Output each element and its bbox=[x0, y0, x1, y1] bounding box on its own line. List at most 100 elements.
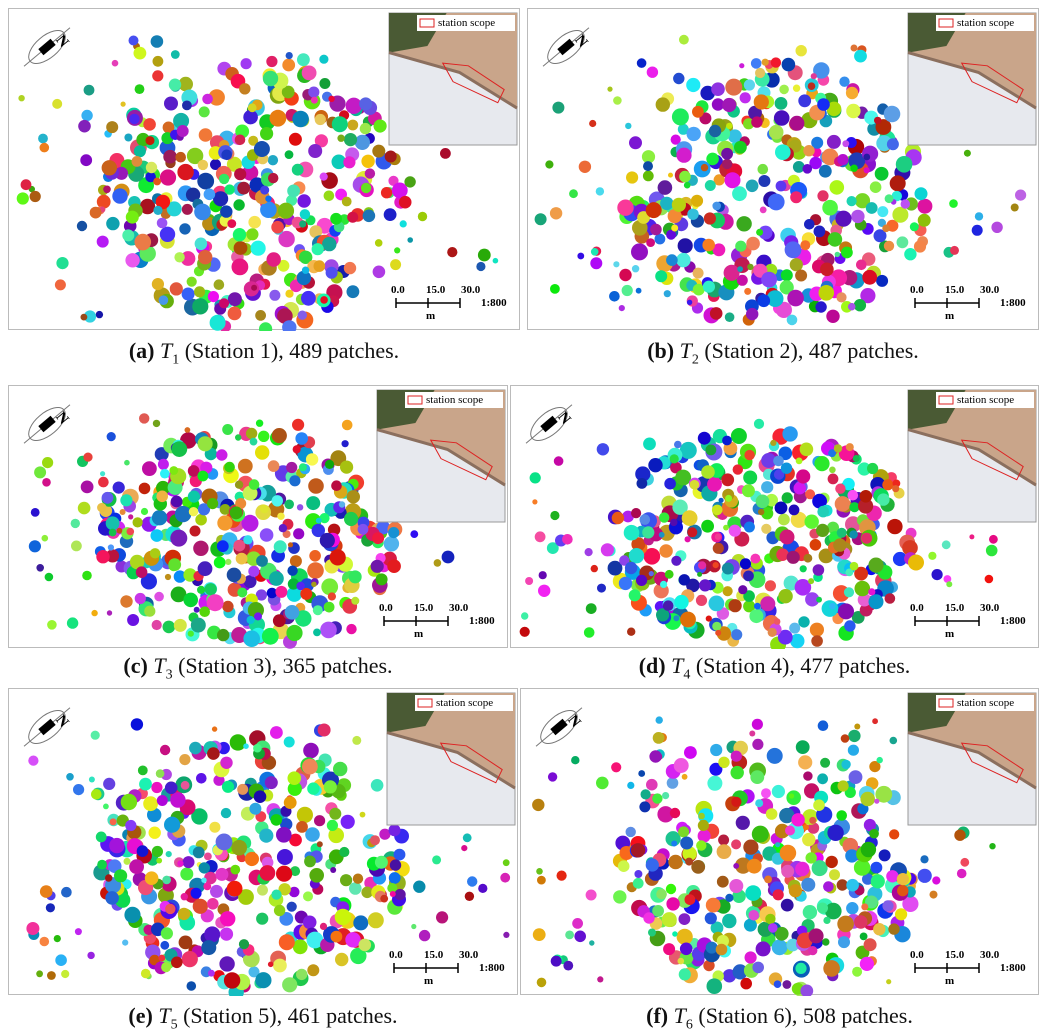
patch bbox=[775, 180, 787, 192]
patch bbox=[750, 770, 765, 784]
patch bbox=[613, 261, 620, 268]
patch bbox=[846, 103, 861, 119]
patch bbox=[150, 529, 164, 542]
patch bbox=[287, 542, 294, 548]
patch bbox=[266, 252, 281, 267]
patch bbox=[774, 926, 789, 941]
patch bbox=[277, 512, 285, 520]
patch bbox=[578, 160, 592, 173]
patch bbox=[827, 473, 839, 485]
patch bbox=[106, 432, 116, 442]
scale-unit: m bbox=[945, 975, 954, 987]
patch bbox=[677, 238, 693, 254]
patch bbox=[537, 875, 546, 885]
scale-tick-label: 15.0 bbox=[426, 284, 446, 296]
patch bbox=[600, 543, 614, 557]
patch bbox=[750, 553, 761, 564]
patch bbox=[808, 946, 818, 956]
patch bbox=[319, 532, 335, 549]
patch bbox=[960, 857, 970, 867]
patch bbox=[895, 908, 908, 921]
patch bbox=[786, 790, 801, 805]
patch bbox=[103, 803, 109, 810]
scale-bar: 0.0 15.0 30.0 m 1:800 bbox=[389, 949, 505, 987]
patch bbox=[189, 741, 202, 755]
patch bbox=[662, 600, 674, 611]
patch bbox=[379, 828, 391, 840]
patch bbox=[836, 292, 847, 303]
patch bbox=[124, 906, 141, 923]
patch bbox=[680, 836, 694, 850]
patch bbox=[303, 891, 313, 902]
patch bbox=[784, 241, 802, 259]
patch bbox=[277, 308, 293, 324]
patch bbox=[802, 164, 813, 174]
patch bbox=[301, 290, 316, 306]
patch bbox=[648, 571, 654, 577]
coast bbox=[386, 731, 516, 790]
compass: N bbox=[525, 404, 574, 444]
patch bbox=[867, 462, 879, 475]
patch bbox=[288, 886, 300, 898]
patch bbox=[357, 523, 369, 535]
patch bbox=[170, 50, 180, 59]
patch bbox=[809, 539, 822, 551]
patch bbox=[159, 226, 176, 242]
patch bbox=[209, 821, 221, 833]
patch bbox=[735, 815, 750, 830]
patch bbox=[870, 861, 883, 874]
scale-ratio: 1:800 bbox=[1000, 615, 1026, 627]
coast bbox=[907, 428, 1037, 487]
patch bbox=[28, 755, 39, 766]
patch bbox=[182, 856, 195, 869]
patch bbox=[202, 93, 213, 105]
patch bbox=[132, 517, 143, 528]
patch bbox=[243, 535, 253, 545]
patch bbox=[124, 459, 130, 466]
patch bbox=[789, 258, 803, 272]
patch bbox=[778, 589, 793, 604]
north-label: N bbox=[52, 409, 71, 428]
patch bbox=[292, 445, 301, 454]
patch bbox=[798, 755, 813, 770]
patch bbox=[563, 960, 574, 971]
patch bbox=[289, 555, 302, 568]
patch bbox=[686, 299, 693, 305]
patch bbox=[341, 440, 349, 448]
patch bbox=[857, 593, 872, 607]
patch bbox=[577, 252, 585, 260]
patch bbox=[756, 228, 764, 236]
patch bbox=[711, 98, 725, 111]
patch bbox=[187, 465, 200, 477]
patch bbox=[667, 209, 682, 224]
caption-text: (Station 4), 477 patches. bbox=[695, 653, 911, 678]
patch bbox=[66, 617, 79, 629]
patch bbox=[631, 537, 646, 552]
patch bbox=[380, 894, 389, 903]
patch bbox=[330, 212, 342, 225]
patch bbox=[676, 147, 692, 163]
patch bbox=[892, 206, 909, 223]
scale-tick-label: 15.0 bbox=[945, 949, 965, 961]
scale-tick-label: 30.0 bbox=[980, 949, 1000, 961]
patch bbox=[234, 480, 244, 489]
patch bbox=[666, 777, 679, 789]
patch bbox=[237, 783, 249, 795]
patch bbox=[359, 811, 366, 818]
patch bbox=[928, 551, 937, 560]
patch bbox=[795, 269, 808, 282]
patch bbox=[1010, 203, 1019, 212]
caption-subscript: 2 bbox=[691, 352, 699, 368]
patch bbox=[271, 428, 287, 444]
patch bbox=[572, 918, 583, 929]
patch bbox=[295, 432, 309, 445]
patch bbox=[179, 754, 191, 766]
patch bbox=[462, 833, 472, 843]
patch bbox=[859, 490, 873, 503]
patch bbox=[730, 428, 747, 444]
patch bbox=[204, 871, 217, 885]
patch bbox=[394, 247, 401, 254]
patch bbox=[307, 782, 320, 795]
patch bbox=[761, 788, 771, 799]
